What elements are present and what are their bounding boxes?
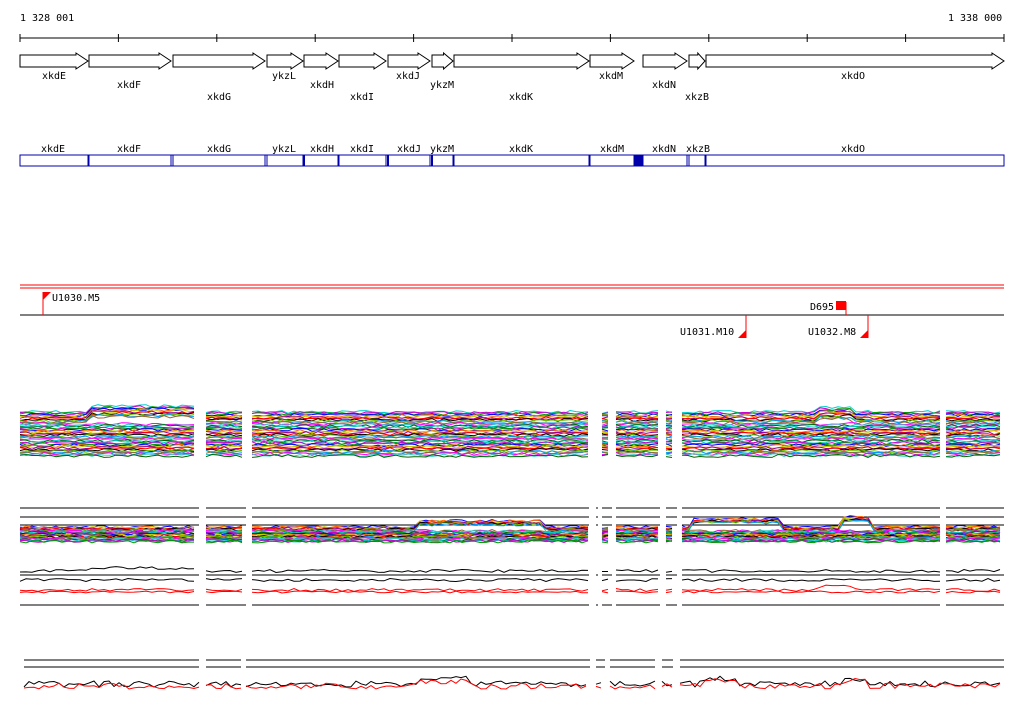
expression-track-bottom <box>23 659 1004 690</box>
gene-label: xkdM <box>599 71 623 82</box>
marker-label: U1031.M10 <box>680 327 734 338</box>
gene-label: xkzB <box>685 92 709 103</box>
marker-track: U1030.M5 D695 U1031.M10 U1032.M8 <box>20 284 1004 338</box>
gene-ykzM[interactable]: ykzM <box>430 51 454 91</box>
gene-box-xkzB[interactable]: xkzB <box>686 144 710 167</box>
gene-xkdI[interactable]: xkdI <box>338 52 387 103</box>
marker-u1031-m10[interactable]: U1031.M10 <box>680 315 747 338</box>
gene-xkdE[interactable]: xkdE <box>19 52 89 82</box>
gene-box-label: ykzM <box>430 144 454 155</box>
gene-xkdN[interactable]: xkdN <box>642 52 688 91</box>
gene-label: xkdE <box>42 71 66 82</box>
gene-box-xkdI[interactable]: xkdI <box>338 144 387 167</box>
gene-box-label: xkdM <box>600 144 624 155</box>
gene-box-label: xkdJ <box>397 144 421 155</box>
gene-box-xkdG[interactable]: xkdG <box>172 144 266 167</box>
gene-box-xkdJ[interactable]: xkdJ <box>387 144 431 167</box>
gene-label: xkdJ <box>396 71 420 82</box>
gene-label: xkdN <box>652 80 676 91</box>
gene-box-label: xkdN <box>652 144 676 155</box>
gene-xkdG[interactable]: xkdG <box>172 52 266 103</box>
gene-xkdH[interactable]: xkdH <box>303 52 339 91</box>
marker-label: U1032.M8 <box>808 327 856 338</box>
gene-arrow-track: xkdE xkdF xkdG ykzL xkdH xkdI xkdJ ykzM xkdK xkdM… <box>19 51 1005 103</box>
gene-box-label: ykzL <box>272 144 296 155</box>
gene-box-xkdK[interactable]: xkdK <box>453 144 590 167</box>
gene-label: ykzM <box>430 80 454 91</box>
expression-track-conditions <box>19 507 1004 544</box>
gene-box-label: xkdE <box>41 144 65 155</box>
gene-box-label: xkdI <box>350 144 374 155</box>
expression-track-multicolor <box>19 404 1001 458</box>
gene-xkdM[interactable]: xkdM <box>589 52 635 82</box>
gene-box-xkdE[interactable]: xkdE <box>19 144 89 167</box>
gene-xkzB[interactable]: xkzB <box>685 51 709 103</box>
gene-ykzL[interactable]: ykzL <box>266 52 304 82</box>
gene-xkdK[interactable]: xkdK <box>453 52 590 103</box>
marker-d695[interactable]: D695 <box>810 301 847 315</box>
marker-label: U1030.M5 <box>52 293 100 304</box>
position-ruler <box>19 34 1005 42</box>
gene-label: xkdO <box>841 71 865 82</box>
gene-box-highlight <box>634 155 643 166</box>
gene-label: ykzL <box>272 71 296 82</box>
ruler-start-label: 1 328 001 <box>20 13 75 24</box>
gene-label: xkdH <box>310 80 334 91</box>
ruler-end-label: 1 338 000 <box>948 13 1003 24</box>
gene-box-ykzL[interactable]: ykzL <box>266 144 304 167</box>
gene-label: xkdK <box>509 92 533 103</box>
gene-box-track: xkdE xkdF xkdG ykzL xkdH xkdI xkdJ ykzM xkdK xkdM… <box>19 144 1005 167</box>
gene-box-label: xkdG <box>207 144 231 155</box>
gene-box-label: xkdF <box>117 144 141 155</box>
gene-box-label: xkdO <box>841 144 865 155</box>
marker-label: D695 <box>810 302 834 313</box>
gene-label: xkdF <box>117 80 141 91</box>
gene-label: xkdG <box>207 92 231 103</box>
gene-box-xkdN[interactable]: xkdN <box>642 144 688 167</box>
marker-u1032-m8[interactable]: U1032.M8 <box>808 315 869 338</box>
gene-xkdF[interactable]: xkdF <box>88 52 172 91</box>
marker-u1030-m5[interactable]: U1030.M5 <box>42 292 100 315</box>
gene-box-xkdM[interactable]: xkdM <box>589 144 635 167</box>
gene-box-xkdF[interactable]: xkdF <box>88 144 172 167</box>
gene-xkdO[interactable]: xkdO <box>705 52 1005 82</box>
gene-box-ykzM[interactable]: ykzM <box>430 144 454 167</box>
gene-box-label: xkzB <box>686 144 710 155</box>
gene-box-xkdO[interactable]: xkdO <box>705 144 1005 167</box>
gene-box-label: xkdH <box>310 144 334 155</box>
gene-xkdJ[interactable]: xkdJ <box>387 52 431 82</box>
gene-label: xkdI <box>350 92 374 103</box>
gene-box-label: xkdK <box>509 144 533 155</box>
gene-box-xkdH[interactable]: xkdH <box>303 144 339 167</box>
expression-track-summary <box>19 566 1004 606</box>
